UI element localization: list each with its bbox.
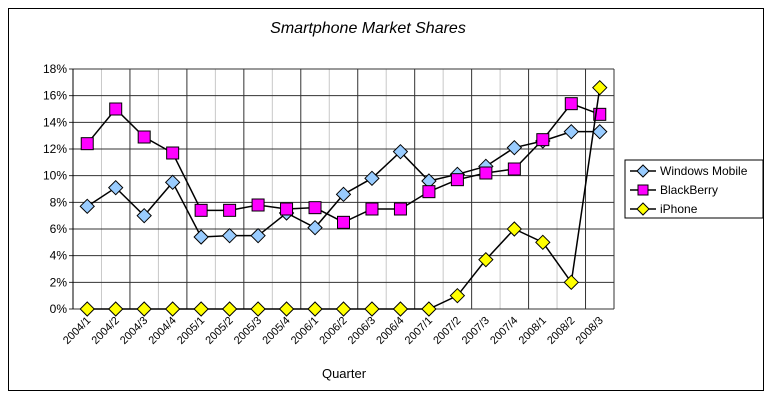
data-point [137, 130, 151, 144]
data-point [109, 102, 123, 116]
data-point [506, 221, 523, 237]
data-point [393, 202, 407, 216]
data-point [278, 301, 295, 317]
data-point [392, 143, 409, 160]
data-point [335, 301, 352, 317]
y-tick-label: 4% [50, 249, 68, 263]
data-point [364, 170, 380, 187]
x-tick-label: 2004/1 [61, 315, 93, 347]
data-point [307, 301, 323, 317]
data-point [449, 287, 466, 304]
y-tick-label: 18% [43, 62, 67, 76]
y-tick-label: 12% [43, 142, 67, 156]
data-point [422, 185, 436, 199]
data-point [79, 198, 95, 215]
data-point [280, 202, 294, 216]
legend-marker [636, 202, 650, 216]
x-tick-label: 2007/2 [431, 315, 463, 347]
x-tick-label: 2005/2 [203, 315, 235, 347]
x-tick-label: 2005/4 [260, 315, 292, 347]
x-tick-label: 2008/3 [574, 315, 606, 347]
data-point [250, 227, 266, 244]
data-point [79, 301, 95, 317]
x-tick-label: 2006/1 [289, 315, 321, 347]
data-point [365, 202, 379, 216]
data-point [536, 133, 550, 147]
data-point [108, 179, 124, 196]
data-point [164, 174, 181, 191]
data-point [563, 274, 579, 291]
x-tick-label: 2007/3 [460, 315, 492, 347]
data-point [450, 173, 464, 187]
data-point [251, 198, 265, 212]
data-point [193, 229, 209, 245]
x-tick-label: 2006/3 [346, 315, 378, 347]
chart-title: Smartphone Market Shares [270, 20, 466, 37]
x-tick-label: 2004/4 [146, 315, 178, 347]
data-point [479, 166, 493, 180]
data-point [223, 203, 237, 217]
data-point [193, 301, 209, 317]
data-point [478, 251, 494, 268]
data-point [564, 97, 578, 111]
data-point [221, 227, 238, 244]
x-tick-label: 2005/3 [232, 315, 264, 347]
y-tick-label: 8% [50, 195, 68, 209]
legend-marker [637, 184, 649, 196]
x-tick-label: 2008/1 [517, 315, 549, 347]
y-tick-label: 14% [43, 115, 67, 129]
data-point [250, 301, 266, 317]
x-tick-label: 2004/3 [118, 315, 150, 347]
data-point [221, 301, 238, 317]
legend-label: BlackBerry [660, 183, 718, 197]
x-axis-label: Quarter [322, 366, 367, 381]
legend-marker [636, 164, 650, 178]
data-point [166, 146, 180, 160]
data-point [164, 301, 181, 317]
data-point [592, 123, 608, 140]
x-tick-label: 2005/1 [175, 315, 207, 347]
data-point [136, 301, 152, 317]
data-point [535, 234, 551, 251]
data-point [308, 201, 322, 215]
x-tick-label: 2008/2 [545, 315, 577, 347]
data-point [421, 301, 437, 317]
data-point [392, 301, 409, 317]
data-point [335, 186, 352, 203]
data-point [592, 79, 608, 96]
y-tick-label: 10% [43, 169, 67, 183]
series-line-blackberry [86, 102, 601, 224]
legend: Windows Mobile BlackBerry iPhone [624, 159, 764, 219]
data-point [136, 207, 152, 224]
x-tick-label: 2007/1 [403, 315, 435, 347]
data-point [563, 123, 579, 140]
data-point [108, 301, 124, 317]
y-tick-label: 6% [50, 222, 68, 236]
data-point [506, 139, 523, 156]
legend-label: iPhone [660, 202, 698, 216]
y-tick-label: 0% [50, 302, 68, 316]
y-tick-label: 16% [43, 89, 67, 103]
data-point [364, 301, 380, 317]
data-point [80, 137, 94, 151]
x-tick-label: 2006/2 [317, 315, 349, 347]
x-tick-label: 2004/2 [90, 315, 122, 347]
x-tick-label: 2006/4 [374, 315, 406, 347]
y-tick-label: 2% [50, 275, 68, 289]
x-tick-label: 2007/4 [488, 315, 520, 347]
data-point [307, 219, 323, 236]
data-point [337, 215, 350, 229]
data-point [507, 162, 521, 176]
data-point [194, 203, 208, 217]
legend-label: Windows Mobile [660, 164, 748, 178]
